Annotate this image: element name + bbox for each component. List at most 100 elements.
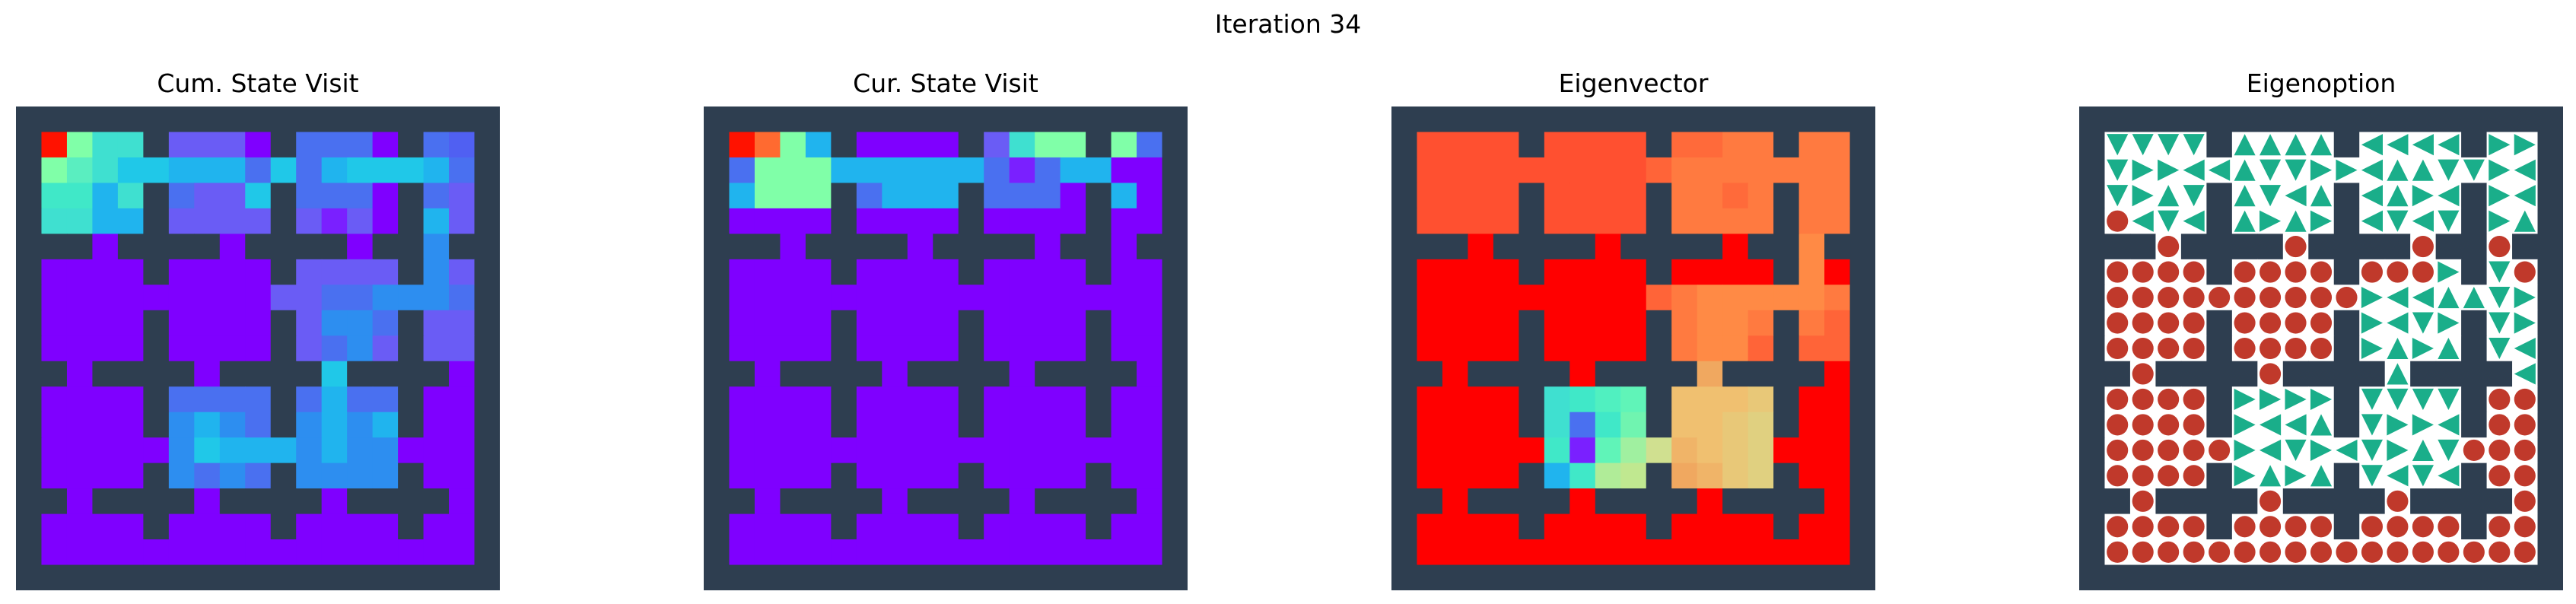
state-cell [1697, 539, 1723, 566]
wall-cell [1391, 259, 1418, 285]
state-cell [372, 132, 399, 158]
state-cell [1009, 183, 1035, 209]
wall-cell [958, 106, 984, 133]
termination-icon [2310, 541, 2333, 563]
state-cell [1569, 285, 1596, 311]
wall-cell [2282, 106, 2309, 133]
wall-cell [219, 106, 246, 133]
action-arrow-icon [2438, 312, 2460, 334]
state-cell [1748, 463, 1774, 489]
action-arrow-icon [2285, 439, 2307, 461]
wall-cell [168, 106, 195, 133]
wall-cell [474, 208, 500, 234]
state-cell [168, 539, 195, 566]
wall-cell [1391, 361, 1418, 387]
wall-cell [372, 488, 399, 515]
wall-cell [143, 310, 170, 336]
action-arrow-icon [2489, 159, 2511, 181]
wall-cell [1468, 488, 1494, 515]
wall-cell [117, 234, 144, 260]
termination-icon [2387, 516, 2409, 538]
wall-cell [1671, 564, 1698, 590]
state-cell [1620, 183, 1647, 209]
wall-cell [1722, 361, 1749, 387]
state-cell [66, 285, 94, 311]
state-cell [1824, 513, 1851, 540]
wall-cell [2333, 386, 2360, 413]
wall-cell [2206, 386, 2233, 413]
wall-cell [2537, 285, 2563, 311]
action-arrow-icon [2412, 312, 2434, 334]
wall-cell [2359, 234, 2386, 260]
state-cell [296, 183, 323, 209]
wall-cell [41, 106, 68, 133]
state-cell [780, 310, 806, 336]
wall-cell [1442, 106, 1469, 133]
action-arrow-icon [2234, 465, 2256, 487]
state-cell [882, 183, 908, 209]
state-cell [1544, 157, 1570, 184]
state-cell [321, 412, 348, 438]
termination-icon [2132, 286, 2154, 309]
wall-cell [2206, 488, 2233, 515]
wall-cell [1519, 208, 1545, 234]
state-cell [1137, 335, 1163, 362]
state-cell [1697, 259, 1723, 285]
state-cell [1060, 310, 1086, 336]
action-arrow-icon [2438, 439, 2460, 461]
wall-cell [219, 488, 246, 515]
wall-cell [1417, 564, 1443, 590]
state-cell [780, 386, 806, 413]
wall-cell [704, 132, 730, 158]
wall-cell [1773, 463, 1800, 489]
termination-icon [2285, 312, 2307, 334]
state-cell [92, 513, 119, 540]
termination-icon [2361, 516, 2384, 538]
action-arrow-icon [2489, 286, 2511, 309]
termination-icon [2183, 414, 2205, 436]
state-cell [1824, 157, 1851, 184]
wall-cell [2180, 564, 2207, 590]
state-cell [270, 539, 297, 566]
action-arrow-icon [2514, 363, 2536, 385]
termination-icon [2438, 516, 2460, 538]
state-cell [347, 463, 374, 489]
wall-cell [270, 234, 297, 260]
wall-cell [2180, 106, 2207, 133]
wall-cell [16, 564, 43, 590]
wall-cell [933, 106, 959, 133]
state-cell [1620, 285, 1647, 311]
state-cell [1137, 132, 1163, 158]
wall-cell [1595, 488, 1621, 515]
action-arrow-icon [2361, 337, 2384, 360]
state-cell [66, 335, 94, 362]
state-cell [194, 437, 221, 464]
state-cell [1595, 539, 1621, 566]
state-cell [1035, 285, 1061, 311]
state-cell [194, 539, 221, 566]
state-cell [1798, 437, 1825, 464]
state-cell [1824, 310, 1851, 336]
state-cell [1493, 437, 1519, 464]
state-cell [1035, 234, 1061, 260]
state-cell [168, 386, 195, 413]
state-cell [219, 132, 246, 158]
state-cell [1569, 539, 1596, 566]
wall-cell [1773, 335, 1800, 362]
wall-cell [2333, 259, 2360, 285]
state-cell [1697, 183, 1723, 209]
state-cell [66, 208, 94, 234]
state-cell [347, 183, 374, 209]
state-cell [296, 132, 323, 158]
state-cell [729, 132, 755, 158]
state-cell [1417, 513, 1443, 540]
wall-cell [2410, 361, 2437, 387]
state-cell [1671, 335, 1698, 362]
action-arrow-icon [2387, 388, 2409, 411]
state-cell [1569, 157, 1596, 184]
termination-icon [2387, 261, 2409, 283]
wall-cell [1824, 564, 1851, 590]
wall-cell [1646, 488, 1672, 515]
wall-cell [1773, 361, 1800, 387]
action-arrow-icon [2489, 185, 2511, 207]
